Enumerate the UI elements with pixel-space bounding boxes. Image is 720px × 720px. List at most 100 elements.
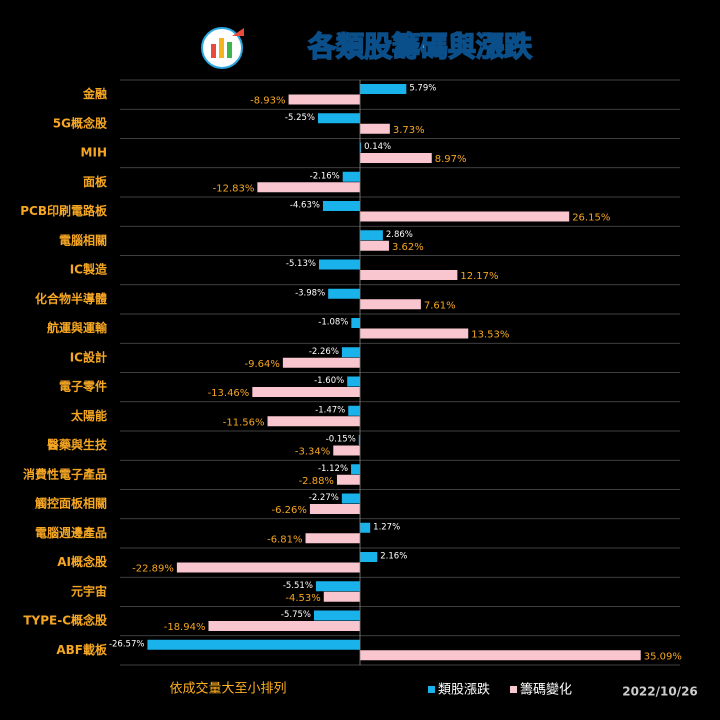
bar <box>328 288 360 299</box>
y-tick-label: ABF載板 <box>56 642 108 657</box>
bar <box>360 552 378 562</box>
value-label: 7.61% <box>424 300 456 311</box>
bar <box>208 621 360 631</box>
bar <box>351 464 360 475</box>
bar <box>341 347 360 358</box>
value-label: -4.63% <box>290 201 320 211</box>
bar <box>360 123 390 134</box>
value-label: 0.14% <box>364 142 391 152</box>
bar <box>322 201 360 211</box>
y-tick-label: 元宇宙 <box>71 583 107 598</box>
value-label: 3.62% <box>392 242 424 253</box>
bar <box>318 259 360 270</box>
bar <box>267 416 360 427</box>
y-tick-label: IC製造 <box>70 262 108 277</box>
value-label: -18.94% <box>164 622 206 633</box>
bar <box>360 240 389 251</box>
value-label: -13.46% <box>208 388 250 399</box>
value-label: -4.53% <box>285 593 320 604</box>
y-tick-label: 觸控面板相關 <box>35 496 107 511</box>
bar <box>341 493 360 504</box>
bar <box>360 142 362 153</box>
value-label: 1.27% <box>373 522 400 532</box>
value-label: 12.17% <box>460 271 498 282</box>
bar <box>360 650 641 661</box>
legend-label: 類股漲跌 <box>438 682 490 698</box>
y-tick-label: AI概念股 <box>57 554 108 569</box>
bar <box>358 435 360 445</box>
bar <box>314 610 360 621</box>
value-label: -1.60% <box>314 376 344 386</box>
value-label: -11.56% <box>223 417 265 428</box>
value-label: -5.25% <box>285 113 315 123</box>
bar <box>252 387 360 397</box>
value-label: 8.97% <box>435 154 467 165</box>
value-label: -2.27% <box>309 493 339 503</box>
bar <box>342 171 360 182</box>
chart-title: 各類股籌碼與漲跌 <box>307 30 532 63</box>
bar <box>351 318 360 328</box>
value-label: -2.16% <box>310 171 340 181</box>
bar <box>288 94 360 105</box>
y-tick-label: 消費性電子產品 <box>23 466 107 481</box>
bar <box>282 357 360 368</box>
y-tick-label: 電子零件 <box>59 379 107 394</box>
y-tick-label: 化合物半導體 <box>35 291 107 306</box>
bar <box>360 153 432 163</box>
logo <box>201 27 244 69</box>
legend-label: 籌碼變化 <box>520 682 572 698</box>
legend-swatch <box>510 686 517 693</box>
legend-swatch <box>428 686 435 693</box>
bar <box>323 591 360 602</box>
y-tick-label: IC設計 <box>70 349 107 364</box>
bar <box>347 376 360 387</box>
value-label: 13.53% <box>471 330 509 341</box>
y-tick-label: MIH <box>81 146 107 160</box>
value-label: -6.81% <box>267 534 302 545</box>
value-label: -5.75% <box>281 610 311 620</box>
value-label: -1.08% <box>318 318 348 328</box>
bar <box>315 581 360 592</box>
bar <box>348 405 360 416</box>
bar <box>147 639 360 650</box>
bar <box>333 445 360 456</box>
y-tick-label: 航運與運輸 <box>47 320 108 335</box>
y-tick-label: 太陽能 <box>71 408 107 423</box>
date: 2022/10/26 <box>622 685 698 699</box>
value-label: -22.89% <box>132 564 174 575</box>
y-tick-label: 面板 <box>83 174 108 189</box>
bar <box>318 113 360 124</box>
bar <box>360 211 570 222</box>
bar <box>360 299 421 310</box>
y-tick-label: 5G概念股 <box>53 115 108 130</box>
value-label: -8.93% <box>250 96 285 107</box>
bar <box>309 504 360 514</box>
y-tick-label: 醫藥與生技 <box>47 437 108 452</box>
y-tick-label: 金融 <box>82 86 107 101</box>
value-label: -1.47% <box>315 405 345 415</box>
value-label: -2.88% <box>299 476 334 487</box>
value-label: -0.15% <box>326 435 356 445</box>
value-label: -6.26% <box>272 505 307 516</box>
y-tick-label: 電腦週邊產品 <box>35 525 107 540</box>
value-label: -5.51% <box>283 581 313 591</box>
note: 依成交量大至小排列 <box>169 681 286 697</box>
value-label: -3.98% <box>295 288 325 298</box>
y-tick-label: 電腦相關 <box>59 232 107 247</box>
legend: 類股漲跌 籌碼變化 <box>428 682 572 698</box>
bar <box>305 533 360 544</box>
value-label: -12.83% <box>213 183 255 194</box>
bar <box>176 562 360 573</box>
bar <box>257 182 360 193</box>
bar <box>360 230 383 241</box>
value-label: 5.79% <box>409 84 436 94</box>
bar <box>360 522 371 533</box>
y-tick-label: TYPE-C概念股 <box>23 613 108 628</box>
value-label: -9.64% <box>244 359 279 370</box>
value-label: 26.15% <box>572 213 610 224</box>
value-label: -26.57% <box>109 639 144 649</box>
bar <box>360 328 469 339</box>
value-label: 2.16% <box>380 552 407 562</box>
value-label: -1.12% <box>318 464 348 474</box>
